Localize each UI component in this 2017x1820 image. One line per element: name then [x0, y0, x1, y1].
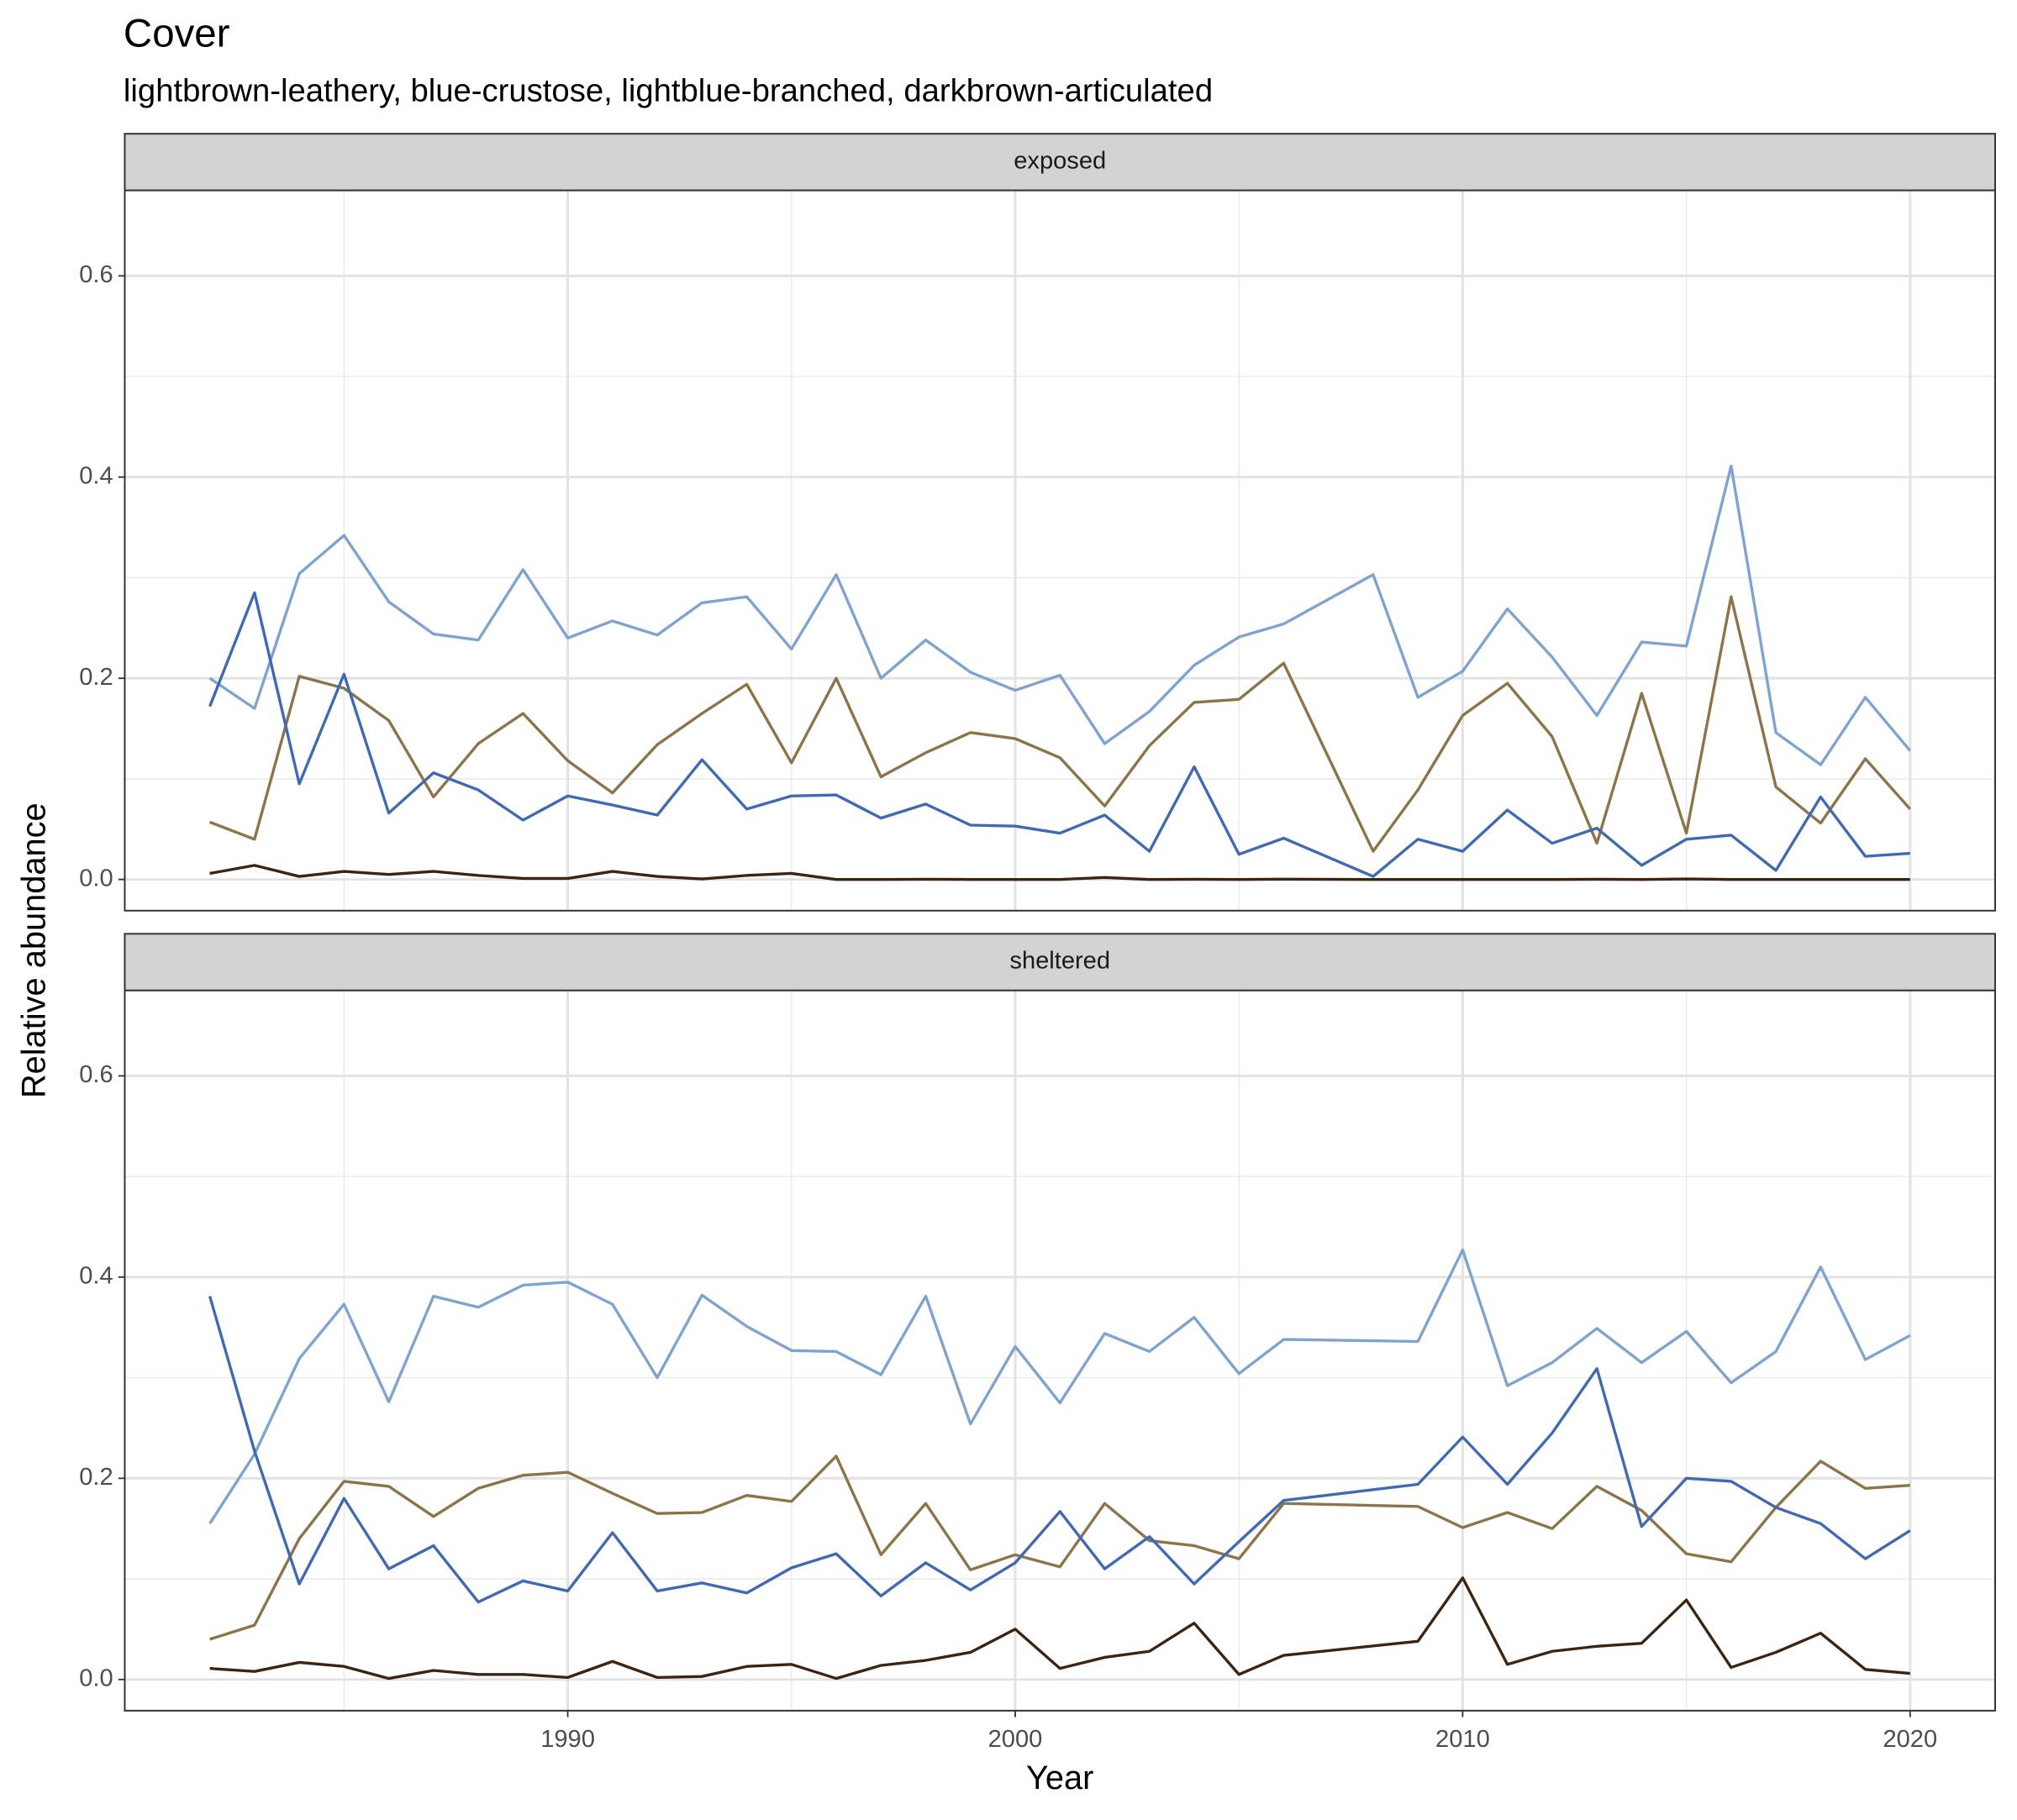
x-tick-label: 2020 — [1883, 1726, 1937, 1753]
x-tick-label: 1990 — [540, 1726, 595, 1753]
data-line — [208, 1248, 1911, 1525]
y-tick-label: 0.6 — [79, 1061, 113, 1088]
chart-subtitle: lightbrown-leathery, blue-crustose, ligh… — [124, 72, 1213, 108]
facet-label: sheltered — [1009, 948, 1110, 975]
data-line — [209, 1576, 1910, 1681]
y-tick-label: 0.4 — [79, 462, 113, 489]
data-line — [208, 1296, 1911, 1604]
facet-strip — [124, 933, 1996, 992]
x-tick-label: 2010 — [1435, 1726, 1490, 1753]
data-line — [208, 464, 1912, 766]
data-line — [209, 864, 1910, 881]
data-line — [208, 591, 1910, 878]
y-tick-label: 0.4 — [79, 1263, 113, 1290]
panel-background — [124, 990, 1995, 1711]
y-axis-label: Relative abundance — [15, 802, 52, 1098]
x-tick-label: 2000 — [988, 1726, 1043, 1753]
data-line — [209, 595, 1912, 853]
chart-title: Cover — [124, 11, 230, 55]
y-tick-label: 0.2 — [79, 664, 113, 691]
y-tick-label: 0.0 — [79, 1665, 113, 1691]
facet-strip — [124, 133, 1996, 192]
panel-background — [124, 190, 1995, 911]
data-line — [209, 1454, 1910, 1641]
y-tick-label: 0.0 — [79, 865, 113, 892]
y-tick-label: 0.2 — [79, 1464, 113, 1491]
facet-label: exposed — [1014, 148, 1106, 175]
y-tick-label: 0.6 — [79, 261, 113, 288]
x-axis-label: Year — [1026, 1760, 1093, 1796]
